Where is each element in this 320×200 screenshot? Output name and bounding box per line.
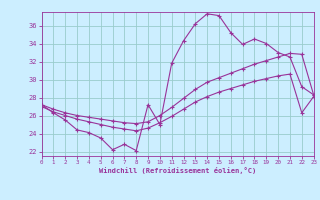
X-axis label: Windchill (Refroidissement éolien,°C): Windchill (Refroidissement éolien,°C)	[99, 167, 256, 174]
